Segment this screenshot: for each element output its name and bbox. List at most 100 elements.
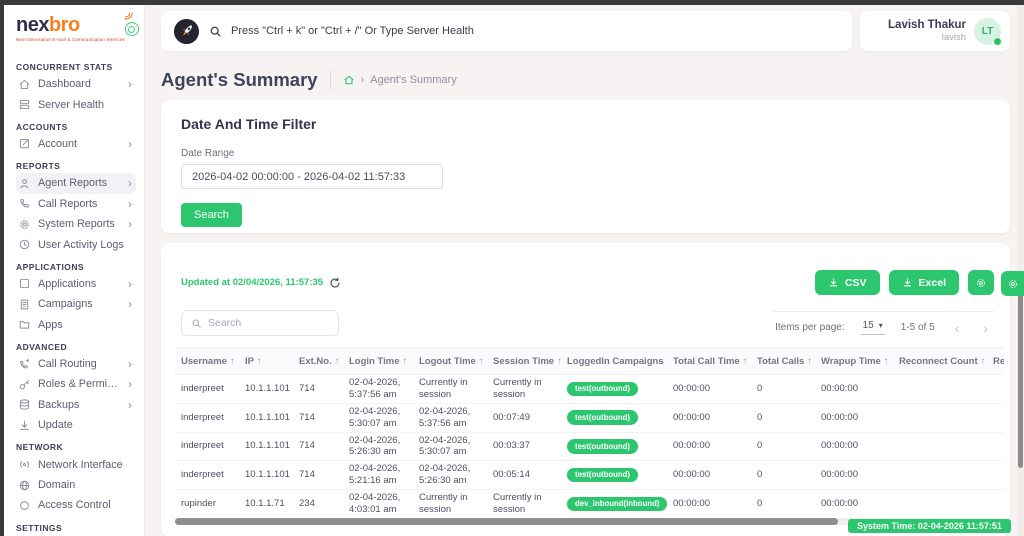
sidebar-item-dashboard[interactable]: Dashboard xyxy=(16,74,136,94)
chevron-right-icon xyxy=(128,138,132,150)
search-button[interactable]: Search xyxy=(181,203,242,227)
chevron-right-icon xyxy=(128,278,132,290)
sidebar-item-system-reports[interactable]: System Reports xyxy=(16,214,136,234)
vertical-scrollbar-thumb[interactable] xyxy=(1018,280,1023,468)
date-range-input[interactable] xyxy=(181,164,443,189)
table-cell xyxy=(893,403,987,433)
table-cell: 10.1.1.101 xyxy=(239,460,293,490)
table-cell xyxy=(987,489,1004,519)
sidebar-item-update[interactable]: Update xyxy=(16,415,136,435)
sidebar-item-domain[interactable]: Domain xyxy=(16,475,136,495)
sidebar-item-access-control[interactable]: Access Control xyxy=(16,495,136,515)
sidebar-item-call-routing[interactable]: Call Routing xyxy=(16,354,136,374)
user-menu[interactable]: Lavish Thakur lavish LT xyxy=(860,11,1010,51)
column-header-ext[interactable]: Ext.No. xyxy=(293,347,343,375)
call-routing-icon xyxy=(20,358,30,368)
sidebar-item-backups[interactable]: Backups xyxy=(16,395,136,415)
sidebar-item-call-reports[interactable]: Call Reports xyxy=(16,194,136,214)
table-cell: 0 xyxy=(751,489,815,519)
table-cell: 10.1.1.101 xyxy=(239,374,293,404)
table-cell xyxy=(893,374,987,404)
sidebar-item-label: Account xyxy=(38,137,78,150)
chevron-right-icon xyxy=(128,198,132,210)
items-per-page-select[interactable]: 15 xyxy=(860,320,885,335)
page-title: Agent's Summary xyxy=(161,69,318,90)
excel-export-button[interactable]: Excel xyxy=(888,270,959,295)
window-frame-left xyxy=(0,0,4,536)
date-time-filter-card: Date And Time Filter Date Range Search xyxy=(161,100,1010,233)
table-cell: 714 xyxy=(293,403,343,433)
previous-page-button[interactable] xyxy=(951,321,964,335)
rocket-avatar xyxy=(173,18,200,44)
sidebar-item-label: Call Reports xyxy=(38,197,98,210)
csv-export-button[interactable]: CSV xyxy=(814,270,880,295)
column-header-logout-time[interactable]: Logout Time xyxy=(413,347,487,375)
search-icon xyxy=(210,26,221,36)
column-header-wrapup-time[interactable]: Wrapup Time xyxy=(815,347,893,375)
column-header-username[interactable]: Username xyxy=(175,347,239,375)
server-icon xyxy=(19,100,30,110)
sort-icon xyxy=(476,356,484,367)
column-header-total-call-time[interactable]: Total Call Time xyxy=(667,347,751,375)
sidebar-item-roles-permissions[interactable]: Roles & Permissions xyxy=(16,374,136,394)
sort-icon xyxy=(554,356,561,367)
clock-icon xyxy=(19,239,30,250)
sidebar-item-campaigns[interactable]: Campaigns xyxy=(16,294,136,314)
table-search-input[interactable] xyxy=(208,317,329,329)
vertical-scrollbar xyxy=(1017,5,1024,536)
table-cell: 0 xyxy=(751,374,815,404)
campaign-badge: test(outbound) xyxy=(567,381,638,397)
horizontal-scrollbar-thumb[interactable] xyxy=(175,518,839,525)
sidebar-toggle-icon[interactable] xyxy=(124,22,139,36)
home-icon xyxy=(19,79,30,89)
sort-icon xyxy=(804,356,812,367)
column-header-reconnect-time[interactable]: Reconnect Time xyxy=(987,347,1004,375)
column-header-ip[interactable]: IP xyxy=(239,347,293,375)
document-icon xyxy=(20,299,29,310)
home-icon[interactable] xyxy=(343,74,355,86)
global-search-bar xyxy=(161,11,852,51)
sidebar-item-label: Agent Reports xyxy=(38,177,108,190)
column-header-loggedin-campaigns[interactable]: LoggedIn Campaigns xyxy=(561,347,667,375)
table-cell: 02-04-2026, 5:30:07 am xyxy=(413,432,487,462)
gear-icon xyxy=(20,219,29,229)
sidebar-item-agent-reports[interactable]: Agent Reports xyxy=(16,173,136,194)
sidebar-item-label: System Reports xyxy=(38,218,115,231)
refresh-icon[interactable] xyxy=(329,277,341,289)
column-header-session-time[interactable]: Session Time xyxy=(487,347,561,375)
sidebar-item-label: Dashboard xyxy=(38,78,91,91)
column-header-login-time[interactable]: Login Time xyxy=(343,347,413,375)
chevron-right-icon xyxy=(128,399,132,411)
sidebar-item-network-interface[interactable]: Network Interface xyxy=(16,454,136,474)
table-cell: 02-04-2026, 5:26:30 am xyxy=(413,460,487,490)
table-row: inderpreet 10.1.1.101 714 02-04-2026, 5:… xyxy=(175,403,1004,433)
global-search-input[interactable] xyxy=(231,25,840,37)
sidebar-item-account[interactable]: Account xyxy=(16,134,136,154)
table-scroll-area: Username IP Ext.No. Login Time Logout Ti… xyxy=(175,347,1004,519)
table-cell: 714 xyxy=(293,374,343,404)
table-cell: 00:00:00 xyxy=(815,460,893,490)
column-settings-button[interactable] xyxy=(968,270,994,295)
sidebar-item-server-health[interactable]: Server Health xyxy=(16,94,136,114)
table-cell: 0 xyxy=(751,432,815,462)
table-row: inderpreet 10.1.1.101 714 02-04-2026, 5:… xyxy=(175,374,1004,404)
table-cell: 10.1.1.101 xyxy=(239,432,293,462)
sidebar-item-applications[interactable]: Applications xyxy=(16,274,136,294)
antenna-icon xyxy=(20,461,29,468)
campaign-badge: dev_inbound(inbound) xyxy=(567,496,667,512)
next-page-button[interactable] xyxy=(979,321,992,335)
chevron-right-icon xyxy=(128,378,132,390)
avatar: LT xyxy=(974,17,1002,46)
nexbro-logo[interactable]: nexbro Next Generation E-mail & Communic… xyxy=(16,12,133,42)
sidebar-item-user-activity-logs[interactable]: User Activity Logs xyxy=(16,234,136,254)
page-header: Agent's Summary Agent's Summary xyxy=(161,69,457,91)
gear-icon xyxy=(1008,279,1017,288)
column-header-total-calls[interactable]: Total Calls xyxy=(751,347,815,375)
floating-settings-button[interactable] xyxy=(1001,271,1024,296)
sidebar-item-apps[interactable]: Apps xyxy=(16,315,136,335)
table-cell: 00:00:00 xyxy=(815,489,893,519)
column-header-reconnect-count[interactable]: Reconnect Count xyxy=(893,347,987,375)
filter-title: Date And Time Filter xyxy=(181,116,317,132)
table-cell: 00:07:49 xyxy=(487,403,561,433)
sidebar-item-label: Domain xyxy=(38,479,76,492)
